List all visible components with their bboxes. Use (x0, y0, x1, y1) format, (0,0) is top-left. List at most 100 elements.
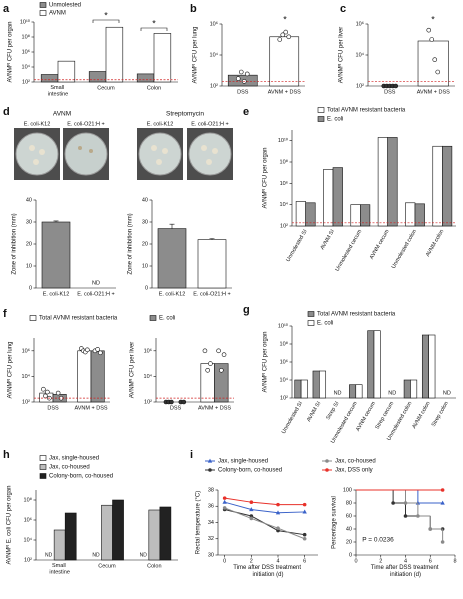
data-point (202, 348, 208, 354)
panel-letter: h (3, 449, 10, 461)
y-tick-label: 30 (208, 552, 214, 558)
bar (269, 36, 300, 87)
y-tick-label: 10⁸ (22, 33, 30, 40)
bar (136, 73, 155, 83)
x-tick-label: Unmolested cecum (335, 228, 364, 272)
bar (57, 60, 76, 83)
bar (312, 370, 320, 399)
bar (41, 221, 71, 289)
x-tick-label: E. coli-O21:H + (77, 291, 114, 297)
bar (373, 330, 381, 399)
bar (105, 26, 124, 83)
bar (367, 330, 375, 399)
bar (300, 379, 308, 399)
bar (405, 202, 416, 227)
legend-label: E. coli (317, 321, 333, 327)
y-tick-label: 10⁶ (22, 48, 30, 55)
data-point (277, 37, 283, 42)
y-tick-label: 10 (142, 263, 148, 269)
legend-marker (325, 459, 329, 463)
series-line (224, 509, 305, 536)
legend-label: Jax, co-housed (335, 459, 376, 465)
data-point (302, 536, 307, 541)
x-tick-label: AVNM + DSS (198, 405, 231, 411)
x-tick-label: DSS (237, 89, 249, 95)
y-axis-label: Rectal temperature (°C) (196, 491, 202, 554)
data-point (275, 510, 281, 515)
y-tick-label: 80 (346, 500, 352, 506)
annotation: * (104, 10, 108, 20)
legend-label: Jax, co-housed (49, 465, 90, 471)
legend-label: E. coli (327, 117, 343, 123)
data-point (440, 500, 445, 505)
y-tick-label: 10⁴ (280, 201, 289, 208)
data-point (280, 32, 286, 38)
y-tick-label: 10² (144, 399, 152, 405)
x-tick-label: AVNM cecum (369, 228, 391, 260)
bar (421, 334, 429, 399)
annotation: P = 0.0236 (362, 537, 394, 544)
data-point (219, 367, 224, 373)
photo-label: E. coli-K12 (24, 121, 51, 127)
panel-letter: f (3, 308, 7, 320)
data-point (435, 69, 441, 75)
data-point (403, 514, 408, 518)
data-point (222, 499, 227, 504)
photo-label: E. coli-O21:H + (67, 121, 104, 127)
x-tick-label: 6 (429, 558, 432, 564)
x-tick-label: E. coli-O21:H + (193, 291, 230, 297)
y-tick-label: 10² (24, 557, 32, 563)
bar (377, 137, 388, 227)
bar (428, 334, 436, 399)
y-axis-label: AVNMᴿ CFU per organ (262, 332, 269, 393)
y-axis-label: AVNMᴿ CFU per liver (129, 342, 136, 399)
x-tick-label: AVNM SI (320, 228, 337, 251)
y-tick-label: 38 (208, 487, 214, 493)
y-tick-label: 34 (208, 520, 214, 526)
panel-letter: e (243, 106, 249, 118)
y-tick-label: 10⁴ (24, 536, 33, 543)
bar (197, 239, 227, 289)
x-tick-label: AVNM colon (425, 229, 445, 258)
chart-title: Streptomycin (166, 111, 204, 118)
y-tick-label: 10² (210, 83, 218, 89)
series-line (224, 507, 305, 540)
y-tick-label: 10¹⁰ (278, 137, 289, 144)
annotation: * (152, 18, 156, 28)
error-bar (53, 220, 59, 222)
panel-letter: d (3, 106, 10, 118)
y-tick-label: 10⁴ (144, 373, 153, 380)
y-tick-label: 100 (343, 487, 352, 493)
data-point (222, 496, 227, 500)
y-tick-label: 30 (26, 219, 32, 225)
y-tick-label: 0 (29, 285, 32, 291)
legend-swatch (307, 311, 315, 317)
bar (305, 202, 316, 227)
y-tick-label: 30 (142, 219, 148, 225)
bar (403, 379, 411, 399)
panel-letter: b (190, 3, 197, 15)
x-tick-label: DSS (47, 405, 59, 411)
bar (410, 379, 418, 399)
data-point (440, 488, 445, 492)
x-tick-label: AVNM + DSS (74, 405, 107, 411)
legend-swatch (317, 107, 325, 113)
data-point (85, 347, 90, 353)
bar (40, 74, 59, 83)
legend-label: Total AVNM resistant bacteria (327, 108, 406, 114)
data-point (181, 399, 187, 405)
error-bar (209, 238, 215, 240)
photo-label: E. coli-O21:H + (191, 121, 228, 127)
legend-marker (325, 468, 329, 472)
y-axis-label: AVNMᴿ CFU per organ (7, 22, 14, 83)
y-tick-label: 10⁶ (356, 20, 364, 27)
y-tick-label: 10⁴ (356, 51, 365, 58)
y-tick-label: 20 (346, 539, 352, 545)
y-tick-label: 20 (26, 241, 32, 247)
x-tick-label: Small intestine (48, 85, 69, 97)
nd-label: ND (388, 390, 396, 396)
nd-label: ND (92, 280, 100, 286)
x-tick-label: DSS (170, 405, 182, 411)
data-point (249, 500, 254, 504)
legend-swatch (317, 116, 325, 122)
